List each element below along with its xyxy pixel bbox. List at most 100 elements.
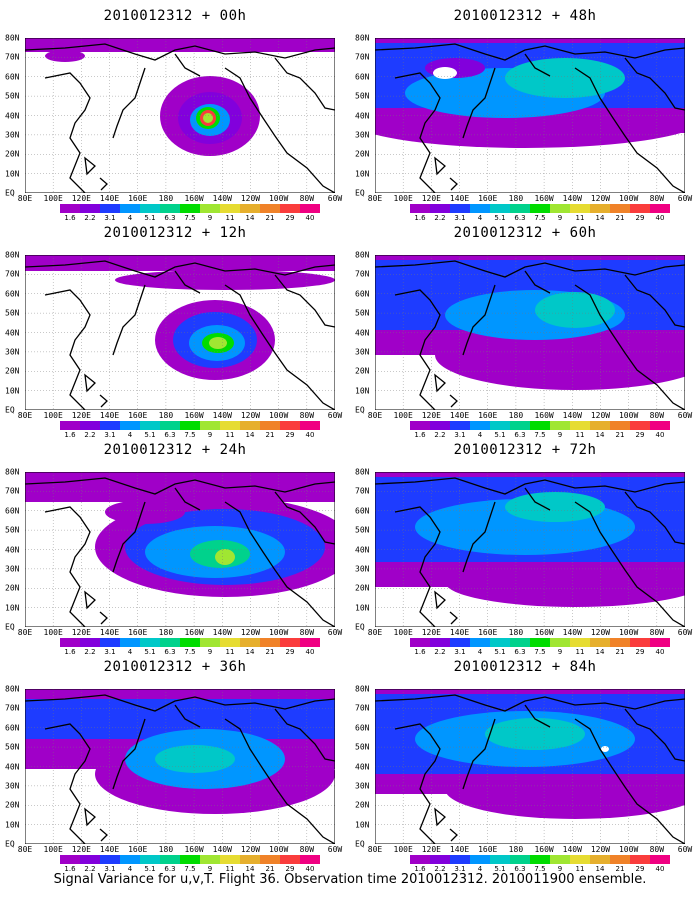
map-plot-84h bbox=[375, 689, 685, 844]
lon-tick-label: 120E bbox=[421, 628, 441, 637]
colorbar-swatch bbox=[530, 421, 550, 430]
lon-tick-label: 80W bbox=[299, 845, 315, 854]
colorbar-label: 1.6 bbox=[414, 214, 426, 222]
lat-labels: 80N 70N 60N 50N 40N 30N 20N 10N EQ bbox=[5, 468, 29, 632]
map-panel-84h: 2010012312 + 84h 80N 70N 60N 50N 40N 30N 20N 10… bbox=[355, 659, 695, 874]
lat-tick-label: 40N bbox=[355, 762, 370, 771]
colorbar-label: 40 bbox=[305, 865, 315, 873]
colorbar-swatch bbox=[220, 421, 240, 430]
lat-tick-label: 30N bbox=[5, 564, 20, 574]
coastlines bbox=[375, 477, 685, 627]
colorbar-swatch bbox=[590, 421, 610, 430]
colorbar-label: 4 bbox=[127, 648, 133, 656]
colorbar-swatch bbox=[410, 855, 430, 864]
lon-tick-label: 80W bbox=[299, 628, 315, 637]
lat-tick-label: 30N bbox=[355, 347, 370, 357]
variance-contour bbox=[105, 500, 185, 524]
colorbar-label: 2.2 bbox=[84, 431, 96, 439]
graticule bbox=[375, 689, 685, 844]
lat-tick-label: 50N bbox=[5, 742, 20, 752]
colorbar-label: 9 bbox=[557, 648, 563, 656]
colorbar-label: 40 bbox=[655, 214, 665, 222]
colorbar-swatch bbox=[200, 204, 220, 213]
lon-tick-label: 160E bbox=[128, 628, 148, 637]
lat-tick-label: 10N bbox=[5, 169, 20, 179]
colorbar-swatch bbox=[510, 855, 530, 864]
colorbar-label: 9 bbox=[557, 431, 563, 439]
lon-tick-label: 140E bbox=[99, 194, 120, 203]
lat-tick-label: 50N bbox=[355, 91, 370, 101]
colorbar-label: 40 bbox=[305, 431, 315, 439]
lat-tick-label: 70N bbox=[5, 703, 20, 713]
lon-tick-label: 100W bbox=[268, 845, 289, 854]
variance-contour bbox=[215, 549, 235, 565]
colorbar: 1.6 2.2 3.1 4 5.1 6.3 7.5 9 11 14 21 29 40 bbox=[60, 638, 320, 658]
lat-tick-label: 50N bbox=[355, 742, 370, 752]
map-plot-48h bbox=[375, 38, 685, 193]
variance-field bbox=[25, 472, 335, 597]
colorbar-swatch bbox=[470, 421, 490, 430]
colorbar-swatch bbox=[490, 204, 510, 213]
lon-tick-label: 100W bbox=[268, 194, 289, 203]
lon-tick-label: 180 bbox=[508, 194, 524, 203]
lon-labels: 80E 100E 120E 140E 160E 180 160W 140W 120W 100W 80… bbox=[368, 411, 692, 421]
map-plot-36h bbox=[25, 689, 335, 844]
lon-tick-label: 120W bbox=[240, 411, 261, 420]
colorbar-label: 9 bbox=[207, 865, 213, 873]
colorbar-swatch bbox=[470, 855, 490, 864]
lon-tick-label: 80E bbox=[17, 194, 33, 203]
colorbar-swatch bbox=[490, 855, 510, 864]
lon-tick-label: 160E bbox=[478, 845, 498, 854]
colorbar-label: 2.2 bbox=[434, 431, 446, 439]
lat-tick-label: 70N bbox=[5, 486, 20, 496]
lat-tick-label: 20N bbox=[355, 583, 370, 593]
colorbar: 1.6 2.2 3.1 4 5.1 6.3 7.5 9 11 14 21 29 40 bbox=[60, 855, 320, 875]
colorbar-swatch bbox=[100, 204, 120, 213]
colorbar-swatch bbox=[220, 855, 240, 864]
lat-tick-label: EQ bbox=[5, 188, 15, 198]
colorbar-swatch bbox=[280, 204, 300, 213]
lon-tick-label: 120E bbox=[71, 845, 91, 854]
lon-labels: 80E 100E 120E 140E 160E 180 160W 140W 120W 100W 80… bbox=[18, 411, 342, 421]
colorbar-swatch bbox=[160, 855, 180, 864]
colorbar-swatch bbox=[430, 855, 450, 864]
lon-tick-label: 140E bbox=[449, 845, 470, 854]
lat-labels: 80N 70N 60N 50N 40N 30N 20N 10N EQ bbox=[355, 251, 379, 415]
colorbar: 1.6 2.2 3.1 4 5.1 6.3 7.5 9 11 14 21 29 40 bbox=[410, 421, 670, 441]
lon-tick-label: 160W bbox=[184, 628, 204, 637]
lon-tick-label: 60W bbox=[327, 194, 343, 203]
colorbar-swatch bbox=[430, 204, 450, 213]
coastlines bbox=[375, 260, 685, 410]
lat-tick-label: 70N bbox=[355, 703, 370, 713]
colorbar-label: 40 bbox=[305, 214, 315, 222]
colorbar-label: 6.3 bbox=[164, 865, 176, 873]
colorbar-swatch bbox=[300, 855, 320, 864]
lat-tick-label: 50N bbox=[5, 91, 20, 101]
lat-tick-label: 70N bbox=[5, 52, 20, 62]
lon-tick-label: 100E bbox=[393, 845, 413, 854]
colorbar-label: 3.1 bbox=[104, 648, 116, 656]
colorbar-swatch bbox=[80, 204, 100, 213]
colorbar-label: 4 bbox=[477, 648, 483, 656]
variance-contour bbox=[45, 50, 85, 62]
lon-tick-label: 120E bbox=[421, 411, 441, 420]
colorbar-swatch bbox=[550, 204, 570, 213]
lon-tick-label: 80E bbox=[17, 411, 33, 420]
colorbar-label: 2.2 bbox=[84, 865, 96, 873]
panel-title: 2010012312 + 72h bbox=[453, 442, 597, 458]
colorbar-label: 6.3 bbox=[164, 214, 176, 222]
lon-tick-label: 100E bbox=[393, 411, 413, 420]
colorbar-swatch bbox=[240, 204, 260, 213]
lat-tick-label: 20N bbox=[355, 149, 370, 159]
lat-tick-label: 50N bbox=[5, 308, 20, 318]
coastlines bbox=[25, 43, 335, 193]
lon-tick-label: 140W bbox=[212, 411, 232, 420]
map-panel-60h: 2010012312 + 60h 80N 70N 60N 50N 40N 30N 20N 10… bbox=[355, 225, 695, 440]
colorbar-swatch bbox=[60, 638, 80, 647]
lon-tick-label: 80W bbox=[649, 845, 665, 854]
colorbar-swatch bbox=[300, 638, 320, 647]
colorbar-swatch bbox=[140, 421, 160, 430]
lat-tick-label: 50N bbox=[5, 525, 20, 535]
lon-tick-label: 140E bbox=[99, 411, 120, 420]
colorbar: 1.6 2.2 3.1 4 5.1 6.3 7.5 9 11 14 21 29 40 bbox=[60, 421, 320, 441]
